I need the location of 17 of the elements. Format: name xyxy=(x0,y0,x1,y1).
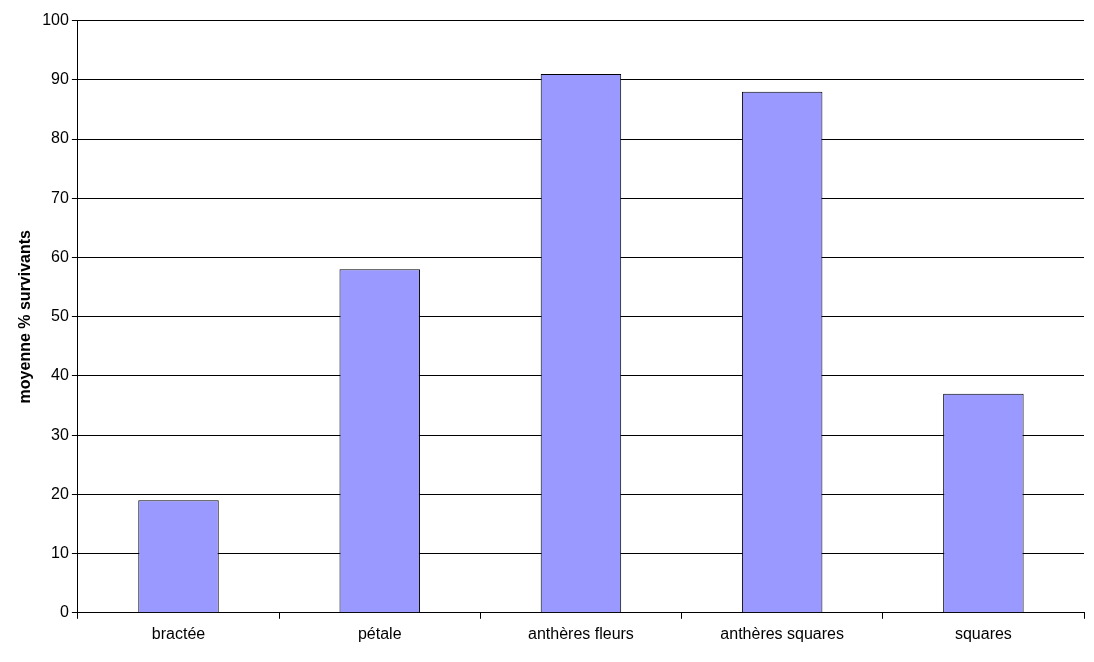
y-tick-label: 0 xyxy=(59,603,69,621)
y-axis-title: moyenne % survivants xyxy=(16,229,34,404)
y-tick-label: 10 xyxy=(51,543,69,561)
y-tick-label: 60 xyxy=(51,247,69,265)
y-tick-label: 20 xyxy=(51,484,69,502)
y-tick-label: 30 xyxy=(51,425,69,443)
y-tick-label: 70 xyxy=(51,188,69,206)
y-tick-label: 40 xyxy=(51,366,69,384)
x-tick-label: pétale xyxy=(357,624,402,642)
x-tick-label: bractée xyxy=(151,624,206,642)
x-tick-label: anthères fleurs xyxy=(528,624,634,642)
y-tick-label: 80 xyxy=(51,129,69,147)
y-tick-label: 90 xyxy=(51,70,69,88)
y-tick-label: 100 xyxy=(42,11,69,29)
y-tick-label: 50 xyxy=(51,307,69,325)
x-tick-label: squares xyxy=(954,624,1012,642)
x-tick-label: anthères squares xyxy=(720,624,844,642)
